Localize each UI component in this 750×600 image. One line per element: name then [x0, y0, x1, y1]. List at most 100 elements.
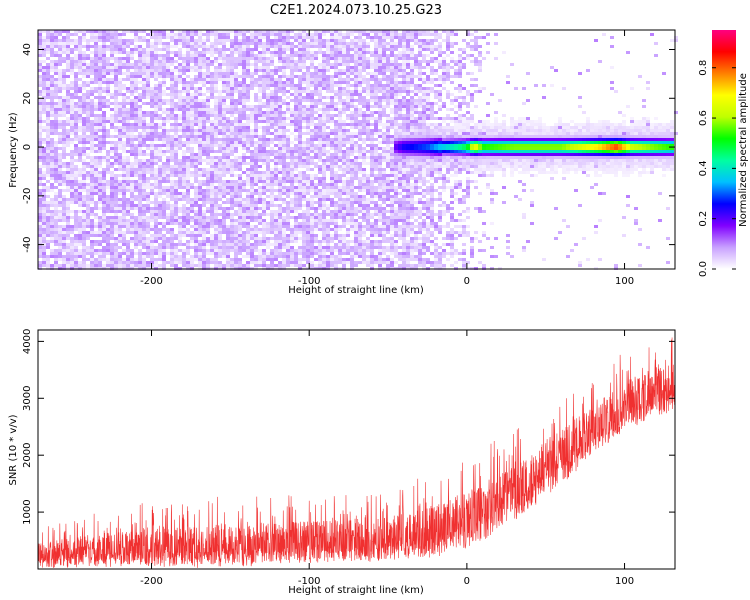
heatmap-cell — [286, 39, 290, 42]
heatmap-cell — [234, 108, 238, 111]
heatmap-cell — [106, 72, 110, 75]
heatmap-cell — [138, 105, 142, 108]
heatmap-cell — [234, 42, 238, 45]
heatmap-cell — [122, 174, 126, 177]
heatmap-cell — [138, 159, 142, 162]
heatmap-cell — [202, 141, 206, 144]
heatmap-cell — [174, 51, 178, 54]
heatmap-cell — [282, 198, 286, 201]
heatmap-cell — [122, 51, 126, 54]
heatmap-cell — [262, 33, 266, 36]
heatmap-cell — [166, 42, 170, 45]
heatmap-cell — [86, 42, 90, 45]
heatmap-cell — [226, 60, 230, 63]
heatmap-cell — [238, 252, 242, 255]
heatmap-cell — [98, 129, 102, 132]
heatmap-cell — [210, 258, 214, 261]
heatmap-cell — [142, 129, 146, 132]
heatmap-cell — [146, 72, 150, 75]
heatmap-cell — [86, 252, 90, 255]
heatmap-cell — [298, 132, 302, 135]
heatmap-cell — [54, 174, 58, 177]
heatmap-cell — [254, 78, 258, 81]
heatmap-cell — [174, 201, 178, 204]
heatmap-cell — [94, 234, 98, 237]
heatmap-cell — [50, 99, 54, 102]
heatmap-cell — [230, 111, 234, 114]
heatmap-cell — [274, 198, 278, 201]
heatmap-cell — [82, 258, 86, 261]
heatmap-cell — [58, 138, 62, 141]
heatmap-cell — [70, 249, 74, 252]
heatmap-cell — [230, 258, 234, 261]
heatmap-cell — [226, 207, 230, 210]
heatmap-cell — [202, 246, 206, 249]
heatmap-cell — [314, 192, 318, 195]
heatmap-cell — [42, 264, 46, 267]
heatmap-cell — [146, 168, 150, 171]
heatmap-cell — [58, 177, 62, 180]
heatmap-cell — [130, 114, 134, 117]
heatmap-cell — [58, 213, 62, 216]
heatmap-cell — [298, 264, 302, 267]
heatmap-cell — [314, 222, 318, 225]
heatmap-cell — [82, 69, 86, 72]
heatmap-cell — [286, 195, 290, 198]
heatmap-cell — [38, 78, 42, 81]
heatmap-cell — [74, 183, 78, 186]
heatmap-cell — [98, 57, 102, 60]
heatmap-cell — [226, 120, 230, 123]
heatmap-cell — [302, 114, 306, 117]
heatmap-cell — [174, 207, 178, 210]
heatmap-cell — [54, 96, 58, 99]
heatmap-cell — [162, 177, 166, 180]
heatmap-cell — [170, 93, 174, 96]
heatmap-cell — [58, 72, 62, 75]
heatmap-cell — [238, 84, 242, 87]
heatmap-cell — [278, 177, 282, 180]
heatmap-cell — [310, 150, 314, 153]
heatmap-cell — [154, 123, 158, 126]
heatmap-cell — [226, 90, 230, 93]
heatmap-cell — [102, 66, 106, 69]
heatmap-cell — [38, 36, 42, 39]
heatmap-cell — [38, 252, 42, 255]
heatmap-cell — [238, 219, 242, 222]
heatmap-cell — [66, 258, 70, 261]
heatmap-cell — [166, 207, 170, 210]
heatmap-cell — [286, 81, 290, 84]
heatmap-cell — [294, 45, 298, 48]
heatmap-cell — [310, 222, 314, 225]
heatmap-cell — [206, 87, 210, 90]
heatmap-cell — [314, 126, 318, 129]
heatmap-cell — [278, 117, 282, 120]
heatmap-cell — [318, 84, 322, 87]
heatmap-cell — [54, 30, 58, 33]
heatmap-cell — [106, 45, 110, 48]
heatmap-cell — [230, 246, 234, 249]
heatmap-cell — [194, 219, 198, 222]
heatmap-cell — [198, 234, 202, 237]
heatmap-cell — [42, 72, 46, 75]
heatmap-cell — [78, 129, 82, 132]
heatmap-cell — [218, 99, 222, 102]
heatmap-cell — [310, 54, 314, 57]
heatmap-cell — [270, 99, 274, 102]
heatmap-cell — [226, 225, 230, 228]
heatmap-cell — [86, 69, 90, 72]
heatmap-cell — [174, 105, 178, 108]
heatmap-cell — [114, 210, 118, 213]
heatmap-cell — [162, 138, 166, 141]
heatmap-cell — [134, 48, 138, 51]
heatmap-cell — [306, 42, 310, 45]
heatmap-cell — [218, 132, 222, 135]
heatmap-cell — [238, 39, 242, 42]
heatmap-cell — [50, 213, 54, 216]
heatmap-cell — [138, 30, 142, 33]
heatmap-cell — [206, 108, 210, 111]
heatmap-cell — [258, 219, 262, 222]
heatmap-cell — [142, 48, 146, 51]
heatmap-cell — [142, 39, 146, 42]
heatmap-cell — [114, 222, 118, 225]
heatmap-cell — [126, 246, 130, 249]
